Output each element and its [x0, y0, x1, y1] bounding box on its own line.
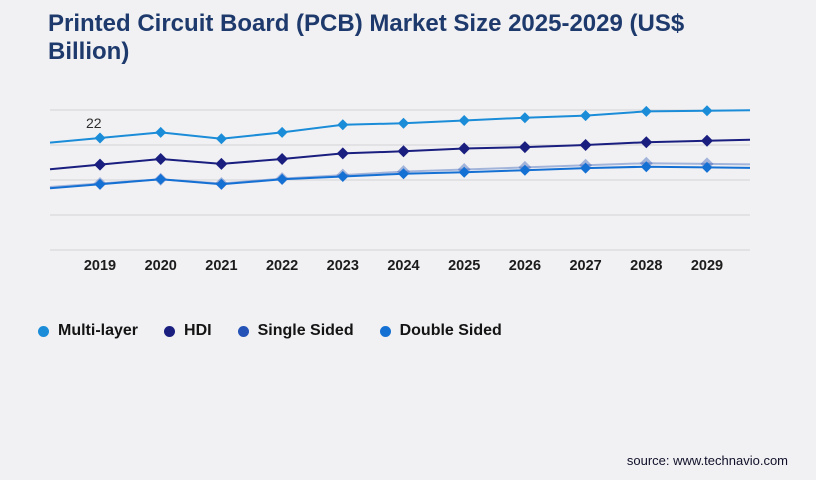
x-axis-label: 2020 — [145, 258, 177, 274]
legend-label: Double Sided — [399, 322, 502, 339]
x-axis-label: 2025 — [448, 258, 480, 274]
chart-legend: Multi-layer HDI Single Sided Double Side… — [38, 322, 502, 340]
legend-dot-icon — [38, 325, 49, 337]
page-title-line2: Billion) — [48, 38, 130, 65]
legend-label: HDI — [184, 322, 212, 339]
page-title: Printed Circuit Board (PCB) Market Size … — [48, 10, 748, 66]
x-axis-label: 2027 — [569, 258, 601, 274]
legend-item-hdi: HDI — [164, 322, 212, 340]
legend-label: Multi-layer — [58, 322, 139, 339]
legend-label: Single Sided — [257, 322, 354, 339]
source-attribution: source: www.technavio.com — [626, 453, 788, 468]
point-value-label: 22 — [86, 115, 102, 131]
legend-dot-icon — [237, 325, 249, 337]
x-axis-label: 2023 — [327, 258, 359, 274]
x-axis-label: 2019 — [84, 258, 116, 274]
legend-dot-icon — [164, 325, 176, 337]
legend-item-multi-layer: Multi-layer — [38, 322, 138, 340]
x-axis-label: 2024 — [387, 258, 419, 274]
x-axis-label: 2021 — [205, 258, 237, 274]
page-title-line1: Printed Circuit Board (PCB) Market Size … — [48, 10, 685, 37]
x-axis-label: 2028 — [630, 258, 662, 274]
legend-item-single-sided: Single Sided — [237, 322, 354, 340]
x-axis-label: 2022 — [266, 258, 298, 274]
legend-item-double-sided: Double Sided — [379, 322, 502, 340]
x-axis-label: 2029 — [691, 258, 723, 274]
legend-dot-icon — [379, 325, 391, 337]
x-axis-label: 2026 — [509, 258, 541, 274]
